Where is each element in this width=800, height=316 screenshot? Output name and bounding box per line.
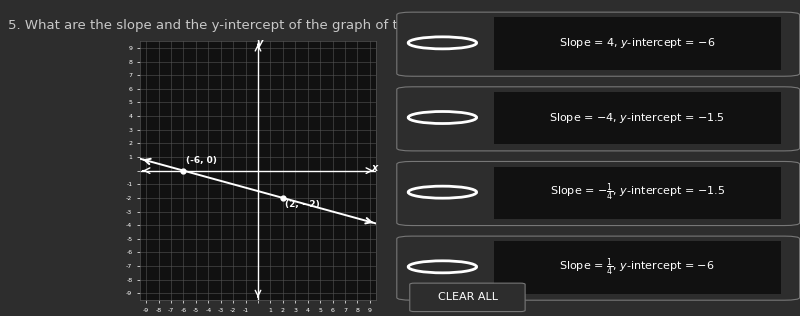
FancyBboxPatch shape bbox=[494, 92, 781, 144]
FancyBboxPatch shape bbox=[397, 87, 800, 151]
Text: 5. What are the slope and the y-intercept of the graph of the linear function sh: 5. What are the slope and the y-intercep… bbox=[8, 19, 647, 33]
FancyBboxPatch shape bbox=[494, 17, 781, 70]
FancyBboxPatch shape bbox=[410, 283, 525, 312]
FancyBboxPatch shape bbox=[494, 167, 781, 219]
Text: Slope = $-$4, $y$-intercept = $-$1.5: Slope = $-$4, $y$-intercept = $-$1.5 bbox=[549, 111, 725, 125]
FancyBboxPatch shape bbox=[397, 12, 800, 76]
FancyBboxPatch shape bbox=[397, 161, 800, 226]
Text: Slope = $-\frac{1}{4}$, $y$-intercept = $-$1.5: Slope = $-\frac{1}{4}$, $y$-intercept = … bbox=[550, 181, 725, 203]
FancyBboxPatch shape bbox=[494, 241, 781, 294]
FancyBboxPatch shape bbox=[397, 236, 800, 300]
Text: x: x bbox=[372, 163, 378, 173]
Text: CLEAR ALL: CLEAR ALL bbox=[438, 292, 498, 302]
Text: Slope = 4, $y$-intercept = $-$6: Slope = 4, $y$-intercept = $-$6 bbox=[559, 36, 715, 50]
Text: y: y bbox=[258, 38, 264, 48]
Text: (-6, 0): (-6, 0) bbox=[186, 156, 217, 165]
Text: (2, −2): (2, −2) bbox=[286, 200, 320, 209]
Text: Slope = $\frac{1}{4}$, $y$-intercept = $-$6: Slope = $\frac{1}{4}$, $y$-intercept = $… bbox=[559, 256, 715, 277]
